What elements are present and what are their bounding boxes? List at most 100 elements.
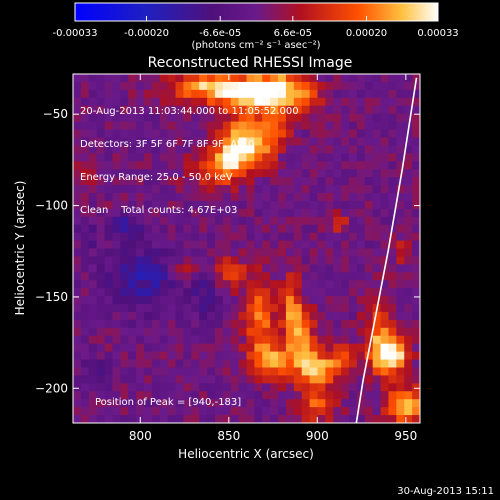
heatmap-cell <box>364 399 374 408</box>
heatmap-cell <box>96 216 106 226</box>
heatmap-cell <box>380 121 390 131</box>
heatmap-cell <box>80 105 90 115</box>
heatmap-cell <box>80 335 90 345</box>
heatmap-cell <box>199 192 208 202</box>
heatmap-cell <box>325 272 334 281</box>
heatmap-cell <box>396 375 405 384</box>
heatmap-cell <box>333 375 342 384</box>
heatmap-cell <box>262 256 271 265</box>
heatmap-cell <box>73 335 82 345</box>
heatmap-cell <box>222 407 232 416</box>
heatmap-cell <box>301 272 311 281</box>
heatmap-cell <box>120 105 129 115</box>
heatmap-cell <box>104 288 114 297</box>
heatmap-cell <box>356 351 366 361</box>
heatmap-cell <box>175 185 185 194</box>
heatmap-cell <box>325 224 334 234</box>
heatmap-cell <box>238 319 248 329</box>
heatmap-cell <box>136 240 145 250</box>
heatmap-cell <box>104 177 114 186</box>
heatmap-cell <box>136 105 145 115</box>
heatmap-cell <box>222 415 232 423</box>
heatmap-cell <box>191 256 200 265</box>
heatmap-cell <box>246 224 255 234</box>
heatmap-cell <box>293 383 303 392</box>
heatmap-cell <box>175 399 185 408</box>
heatmap-cell <box>309 216 319 226</box>
heatmap-cell <box>159 367 169 377</box>
heatmap-cell <box>214 319 224 329</box>
heatmap-cell <box>349 232 358 242</box>
heatmap-cell <box>325 105 334 115</box>
heatmap-cell <box>317 256 326 265</box>
heatmap-cell <box>175 383 185 392</box>
heatmap-cell <box>80 383 90 392</box>
heatmap-cell <box>104 407 114 416</box>
heatmap-cell <box>120 121 129 131</box>
heatmap-cell <box>325 375 334 384</box>
heatmap-cell <box>364 391 374 400</box>
heatmap-cell <box>254 296 263 305</box>
heatmap-cell <box>104 74 114 83</box>
heatmap-cell <box>262 208 271 218</box>
heatmap-cell <box>254 89 263 99</box>
heatmap-cell <box>136 192 145 202</box>
heatmap-cell <box>128 216 137 226</box>
heatmap-cell <box>112 81 121 91</box>
heatmap-cell <box>285 407 295 416</box>
heatmap-cell <box>293 129 303 139</box>
heatmap-cell <box>191 145 200 154</box>
heatmap-cell <box>412 375 420 384</box>
heatmap-cell <box>325 311 334 321</box>
heatmap-cell <box>372 208 382 218</box>
heatmap-cell <box>333 137 342 146</box>
heatmap-cell <box>73 351 82 361</box>
heatmap-cell <box>167 359 177 369</box>
heatmap-cell <box>128 89 137 99</box>
heatmap-cell <box>136 208 145 218</box>
heatmap-cell <box>246 177 255 186</box>
heatmap-cell <box>372 74 382 83</box>
heatmap-cell <box>412 272 420 281</box>
heatmap-cell <box>380 311 390 321</box>
heatmap-cell <box>104 105 114 115</box>
heatmap-cell <box>112 264 121 273</box>
heatmap-cell <box>404 224 413 234</box>
heatmap-cell <box>325 280 334 289</box>
heatmap-cell <box>191 129 200 139</box>
heatmap-cell <box>214 177 224 186</box>
heatmap-cell <box>309 200 319 210</box>
heatmap-cell <box>104 192 114 202</box>
heatmap-cell <box>230 224 240 234</box>
heatmap-cell <box>372 256 382 265</box>
heatmap-cell <box>88 272 98 281</box>
heatmap-cell <box>412 256 420 265</box>
heatmap-cell <box>167 367 177 377</box>
heatmap-cell <box>143 335 153 345</box>
heatmap-cell <box>262 200 271 210</box>
heatmap-cell <box>88 121 98 131</box>
heatmap-cell <box>285 153 295 162</box>
heatmap-cell <box>333 216 342 226</box>
heatmap-cell <box>301 137 311 146</box>
heatmap-cell <box>246 185 255 194</box>
heatmap-cell <box>380 129 390 139</box>
heatmap-cell <box>254 129 263 139</box>
heatmap-cell <box>175 121 185 131</box>
heatmap-cell <box>207 264 216 273</box>
heatmap-cell <box>143 145 153 154</box>
heatmap-cell <box>238 248 248 258</box>
heatmap-cell <box>309 407 319 416</box>
heatmap-cell <box>96 343 106 353</box>
heatmap-cell <box>230 407 240 416</box>
heatmap-cell <box>293 296 303 305</box>
annotation-energy: Energy Range: 25.0 - 50.0 keV <box>80 172 233 183</box>
heatmap-cell <box>120 192 129 202</box>
heatmap-cell <box>136 407 145 416</box>
heatmap-cell <box>349 105 358 115</box>
heatmap-cell <box>73 399 82 408</box>
heatmap-cell <box>143 97 153 107</box>
heatmap-cell <box>143 304 153 313</box>
heatmap-cell <box>167 240 177 250</box>
heatmap-cell <box>356 185 366 194</box>
